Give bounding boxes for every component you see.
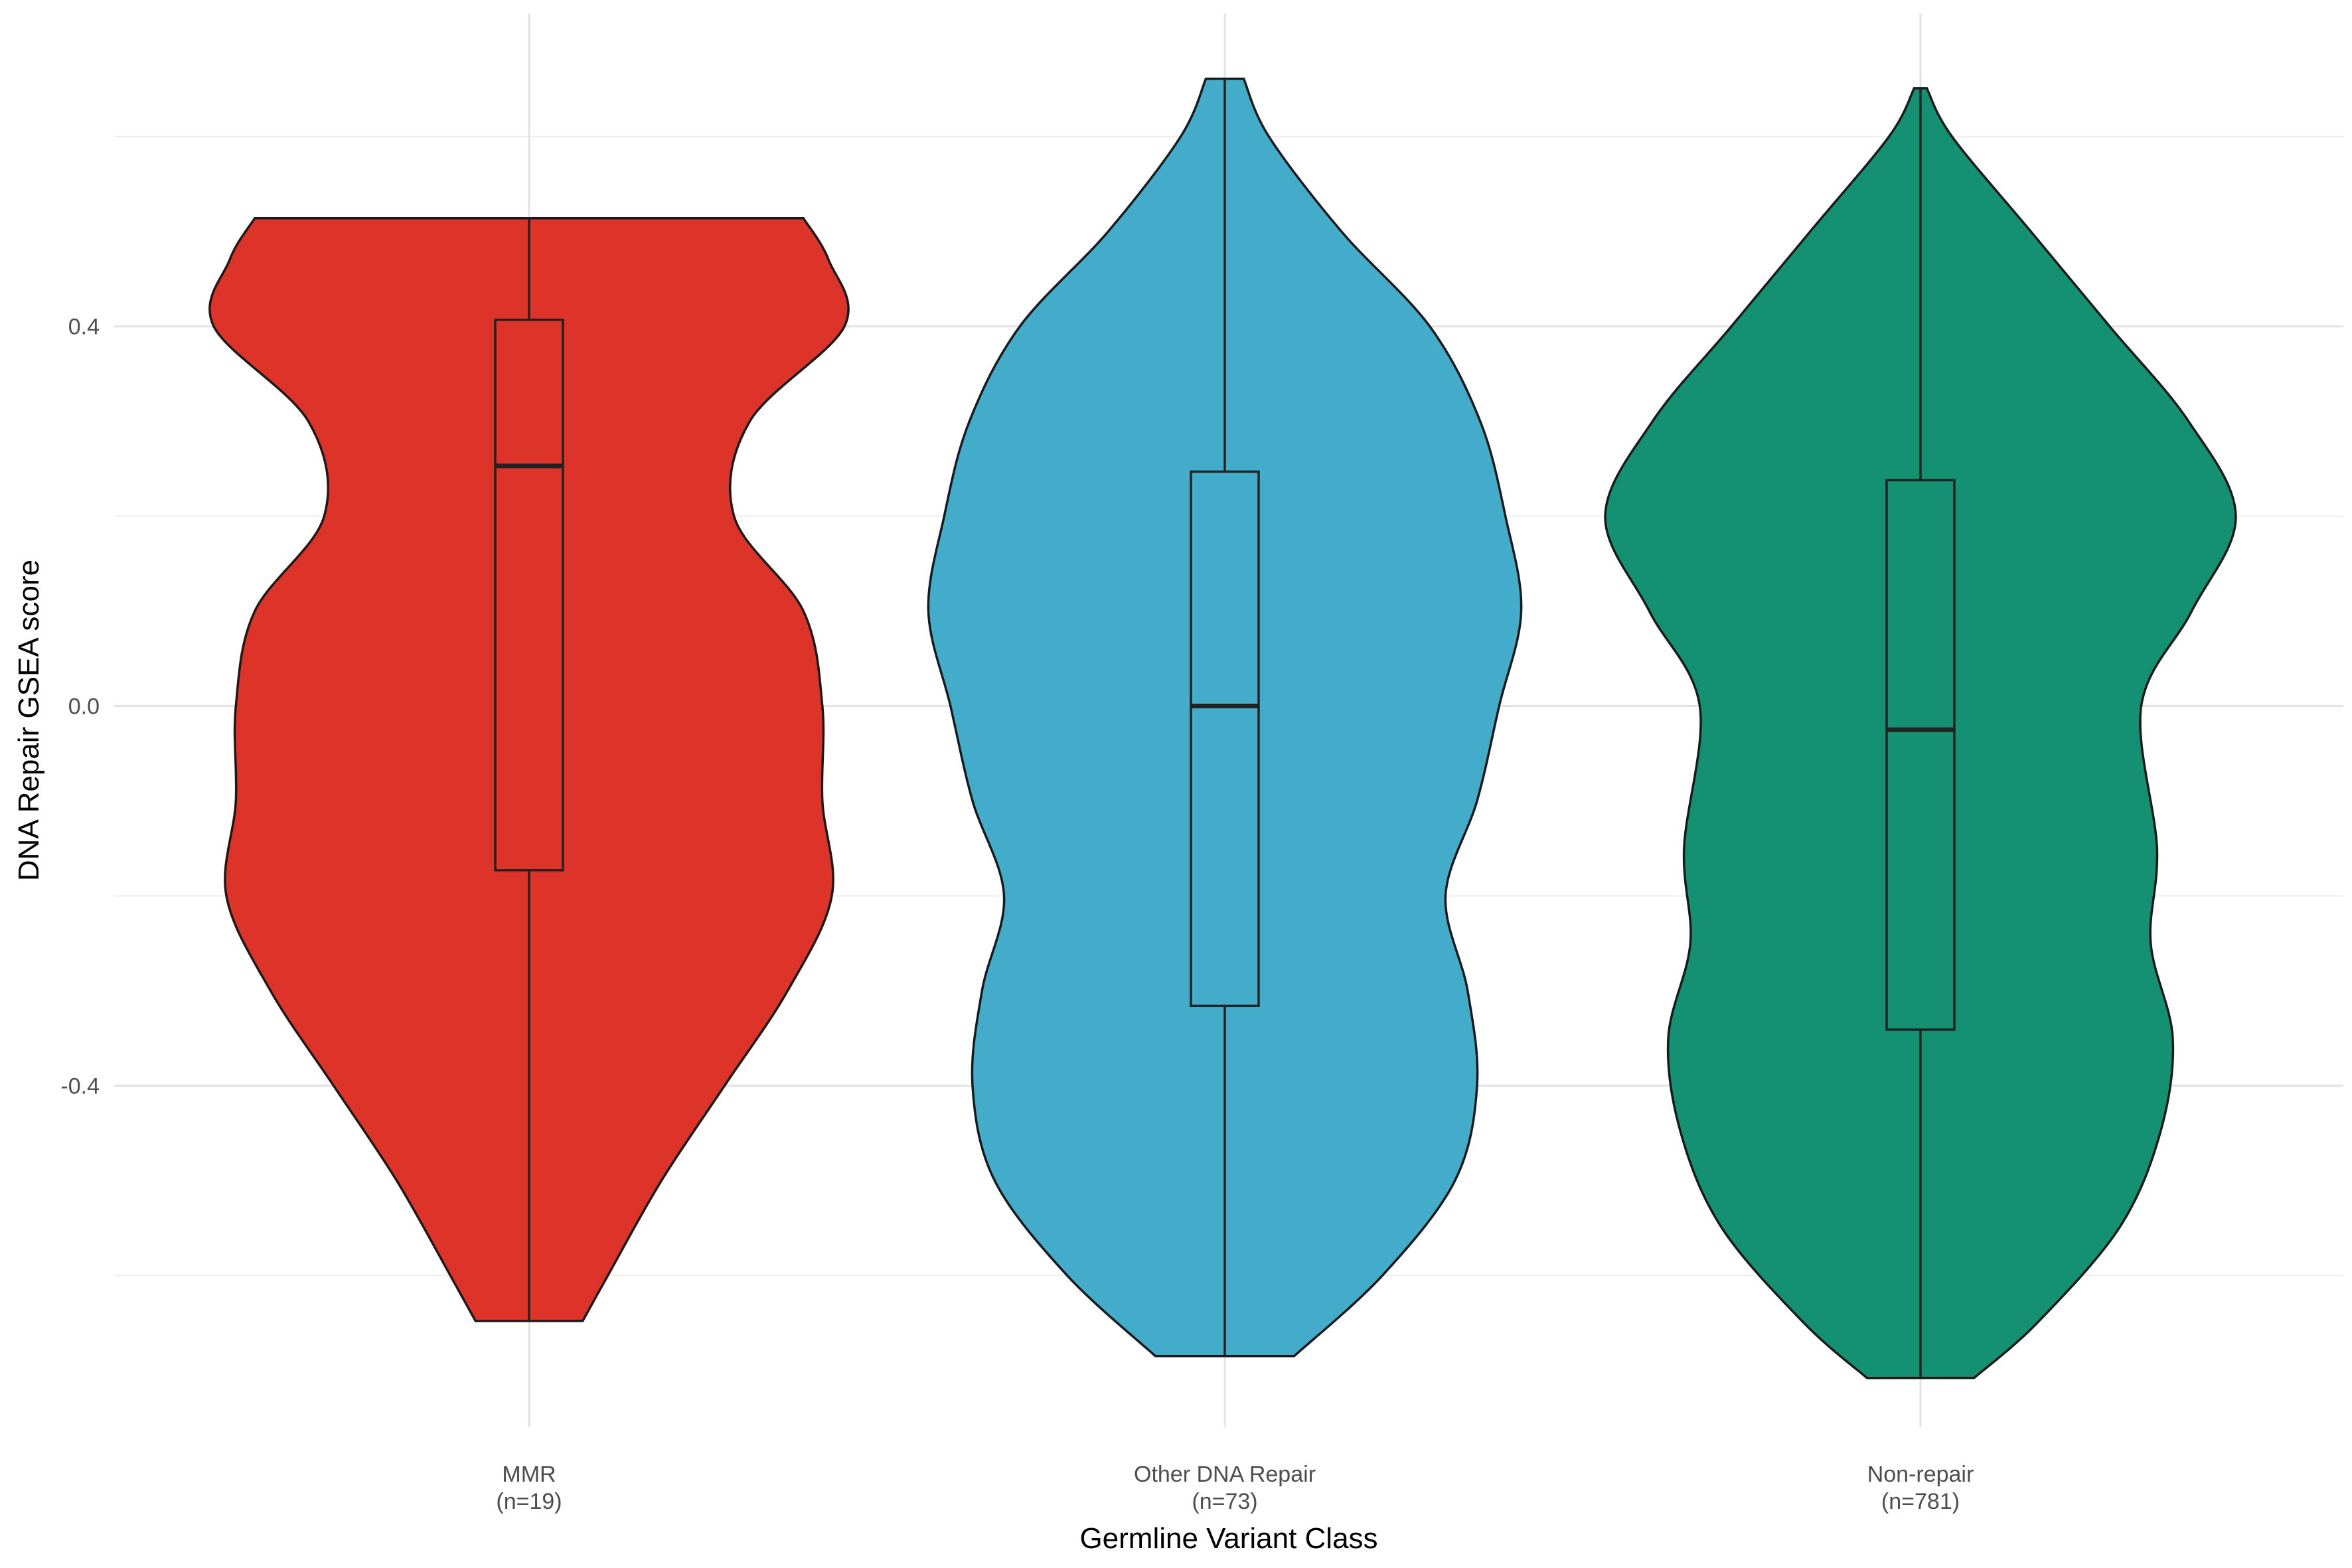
box-mmr [494, 318, 564, 872]
x-tick-label: MMR [502, 1462, 556, 1487]
y-axis: -0.4 0.0 0.4 [60, 315, 100, 1099]
violin-other-dna-repair [927, 77, 1523, 1358]
box-non-repair [1885, 479, 1956, 1031]
x-tick-label: Non-repair [1867, 1462, 1974, 1487]
x-axis: MMR(n=19) Other DNA Repair(n=73) Non-repai… [496, 1462, 1974, 1514]
violin-group-mmr [208, 217, 850, 1322]
y-axis-title: DNA Repair GSEA score [13, 560, 45, 881]
x-tick-count: (n=73) [1192, 1489, 1257, 1514]
y-tick-label: 0.4 [68, 315, 100, 340]
x-tick-count: (n=781) [1881, 1489, 1960, 1514]
y-tick-label: -0.4 [60, 1073, 100, 1099]
x-tick-count: (n=19) [496, 1489, 562, 1514]
x-axis-title: Germline Variant Class [1079, 1522, 1377, 1555]
violin-non-repair [1604, 87, 2237, 1379]
violin-group-other-dna-repair [927, 77, 1523, 1358]
violins [208, 77, 2237, 1379]
box-other-dna-repair [1190, 470, 1260, 1008]
violin-mmr [208, 217, 850, 1322]
violin-group-non-repair [1604, 87, 2237, 1379]
y-tick-label: 0.0 [68, 694, 100, 720]
x-tick-label: Other DNA Repair [1134, 1462, 1316, 1487]
